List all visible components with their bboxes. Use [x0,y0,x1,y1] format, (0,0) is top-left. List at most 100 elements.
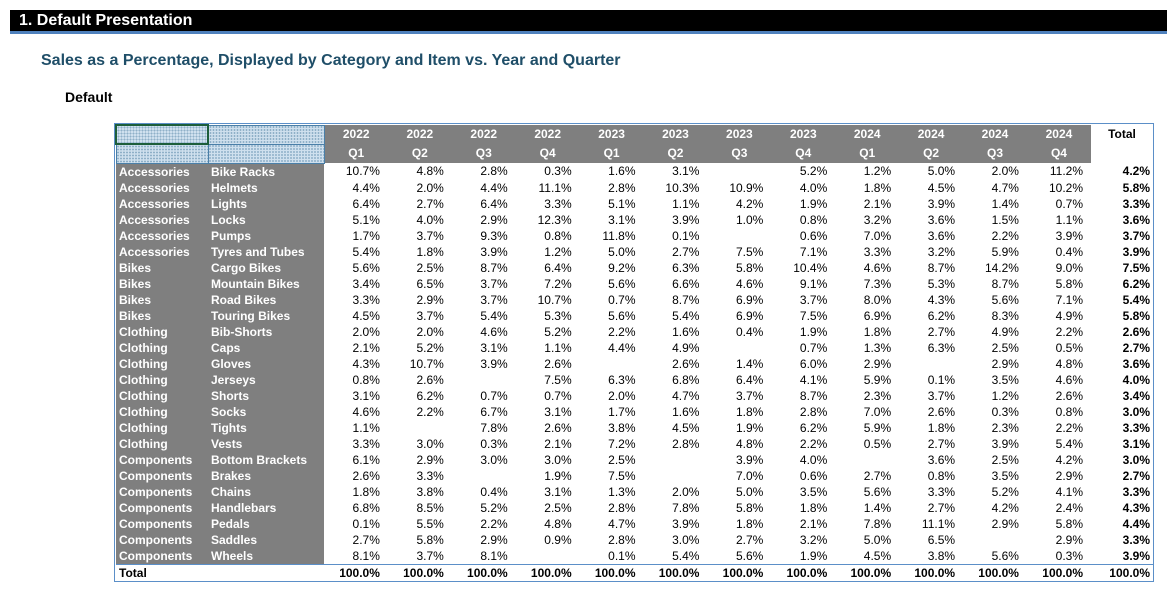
value-cell: 3.6% [927,452,956,467]
value-cell: 5.2% [544,324,572,339]
value-cell: 2.7% [927,436,956,451]
value-cell: 2.6% [672,356,700,371]
value-cell: 1.3% [608,484,636,499]
value-cell: 4.7% [991,180,1019,195]
row-total-cell: 3.0% [1122,404,1150,419]
quarter-header: Q3 [963,144,1027,163]
value-cell: 1.6% [672,404,700,419]
row-total-cell: 2.7% [1122,468,1150,483]
value-cell: 2.0% [672,484,700,499]
value-cell: 8.5% [416,500,444,515]
corner-cell-selected[interactable] [115,124,209,145]
value-cell: 6.5% [416,276,444,291]
table-row: Components Saddles 2.7% 5.8% 2.9% 0.9% 2.8% 3.0… [116,531,1153,548]
value-cell: 4.2% [991,500,1019,515]
value-cell: 4.5% [927,180,956,195]
value-cell: 3.5% [799,484,828,499]
value-cell: 2.9% [480,532,508,547]
value-cell: 5.3% [544,308,572,323]
value-cell: 6.2% [799,420,828,435]
value-cell: 5.6% [863,484,892,499]
value-cell: 1.8% [735,516,764,531]
value-cell: 2.0% [352,324,380,339]
value-cell: 3.1% [352,388,380,403]
value-cell: 7.0% [863,404,892,419]
quarter-header: Q2 [387,144,452,163]
value-cell: 2.4% [1055,500,1083,515]
value-cell: 5.6% [991,292,1019,307]
value-cell: 2.2% [480,516,508,531]
value-cell: 3.7% [416,308,444,323]
value-cell: 4.8% [735,436,764,451]
value-cell: 8.0% [863,292,892,307]
item-cell: Shorts [208,387,324,404]
value-cell: 8.7% [927,260,956,275]
quarter-header: Q1 [324,144,388,163]
column-total-cell: 100.0% [963,563,1027,581]
category-cell: Accessories [116,211,208,228]
corner-cell[interactable] [115,143,209,164]
category-cell: Bikes [116,291,208,308]
corner-cell[interactable] [207,143,325,164]
value-cell: 7.5% [544,372,572,387]
value-cell: 0.1% [352,516,380,531]
value-cell: 3.3% [544,196,572,211]
value-cell: 8.7% [672,292,700,307]
value-cell [707,163,771,180]
value-cell: 0.3% [991,404,1019,419]
item-cell: Locks [208,211,324,228]
column-total-cell: 100.0% [771,563,836,581]
value-cell: 1.4% [991,196,1019,211]
value-cell: 5.2% [480,500,508,515]
value-cell: 4.6% [735,276,764,291]
year-header: 2024 [963,125,1027,144]
column-total-cell: 100.0% [643,563,708,581]
value-cell: 1.0% [735,212,764,227]
table-row: Clothing Gloves 4.3% 10.7% 3.9% 2.6% 2.6% 1.4% 6… [116,355,1153,372]
value-cell: 2.3% [991,420,1019,435]
table-row: Components Pedals 0.1% 5.5% 2.2% 4.8% 4.7% 3.9%… [116,515,1153,532]
value-cell [644,468,708,484]
value-cell: 3.7% [799,292,828,307]
value-cell: 4.2% [1055,452,1083,467]
value-cell: 1.8% [416,244,444,259]
value-cell: 5.2% [991,484,1019,499]
value-cell: 3.0% [416,436,444,451]
item-cell: Bottom Brackets [208,451,324,468]
value-cell [835,452,899,468]
value-cell: 3.9% [735,452,764,467]
value-cell: 2.0% [416,324,444,339]
value-cell: 2.7% [863,468,892,483]
corner-cell[interactable] [207,124,325,145]
value-cell: 2.9% [991,516,1019,531]
value-cell: 6.2% [416,388,444,403]
item-cell: Bike Racks [208,163,324,180]
value-cell: 3.1% [480,340,508,355]
year-header: 2023 [643,125,708,144]
value-cell: 6.1% [352,452,380,467]
value-cell: 2.0% [991,164,1019,179]
value-cell: 1.2% [991,388,1019,403]
value-cell: 10.7% [537,292,572,307]
value-cell: 4.9% [991,324,1019,339]
value-cell: 5.9% [863,420,892,435]
value-cell: 11.1% [538,180,572,195]
quarter-header: Q3 [451,144,516,163]
value-cell: 2.2% [799,436,828,451]
value-cell: 4.0% [416,212,444,227]
quarter-header-row: Q1 Q2 Q3 Q4 Q1 Q2 Q3 Q4 Q1 Q2 Q3 Q4 [115,143,1153,164]
category-cell: Components [116,467,208,484]
category-cell: Accessories [116,227,208,244]
category-cell: Clothing [116,387,208,404]
value-cell: 2.1% [799,516,828,531]
table-row: Clothing Caps 2.1% 5.2% 3.1% 1.1% 4.4% 4.9% 0.7%… [116,339,1153,356]
value-cell: 3.9% [672,516,700,531]
row-total-cell: 3.9% [1122,548,1150,563]
table-row: Clothing Bib-Shorts 2.0% 2.0% 4.6% 5.2% 2.2% 1.… [116,323,1153,340]
item-cell: Wheels [208,547,324,564]
row-total-cell: 3.7% [1122,228,1150,243]
row-total-cell: 3.9% [1122,244,1150,259]
value-cell: 1.8% [927,420,956,435]
value-cell: 2.9% [416,452,444,467]
value-cell: 0.6% [799,468,828,483]
